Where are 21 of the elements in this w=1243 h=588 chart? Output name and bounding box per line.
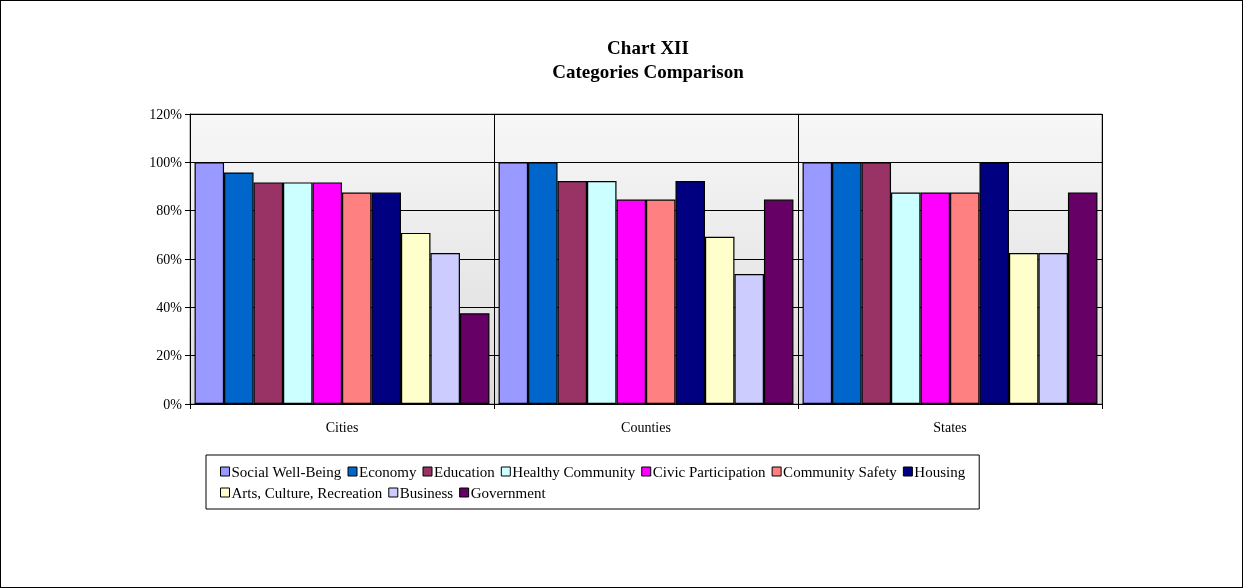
legend-label: Business xyxy=(399,484,454,501)
legend-label: Social Well-Being xyxy=(231,463,342,480)
y-tick-label: 20% xyxy=(156,348,183,364)
x-tick-label: Cities xyxy=(325,419,359,435)
legend-label: Housing xyxy=(914,463,966,480)
y-tick-label: 60% xyxy=(156,251,183,267)
y-tick-label: 80% xyxy=(156,203,183,219)
x-tick-label: States xyxy=(933,419,967,435)
y-tick-label: 0% xyxy=(163,396,183,412)
legend-label: Arts, Culture, Recreation xyxy=(231,484,383,501)
x-tick-label: Counties xyxy=(621,419,671,435)
legend-label: Education xyxy=(434,463,496,480)
y-tick-label: 100% xyxy=(149,154,183,170)
legend-label: Economy xyxy=(359,463,417,480)
legend-label: Healthy Community xyxy=(512,463,636,480)
y-tick-label: 120% xyxy=(149,106,183,122)
legend-label: Civic Participation xyxy=(652,463,767,480)
legend-label: Government xyxy=(470,484,547,501)
chart-title: Chart XII Categories Comparison xyxy=(552,36,745,82)
y-tick-label: 40% xyxy=(156,299,183,315)
legend-label: Community Safety xyxy=(783,463,898,480)
